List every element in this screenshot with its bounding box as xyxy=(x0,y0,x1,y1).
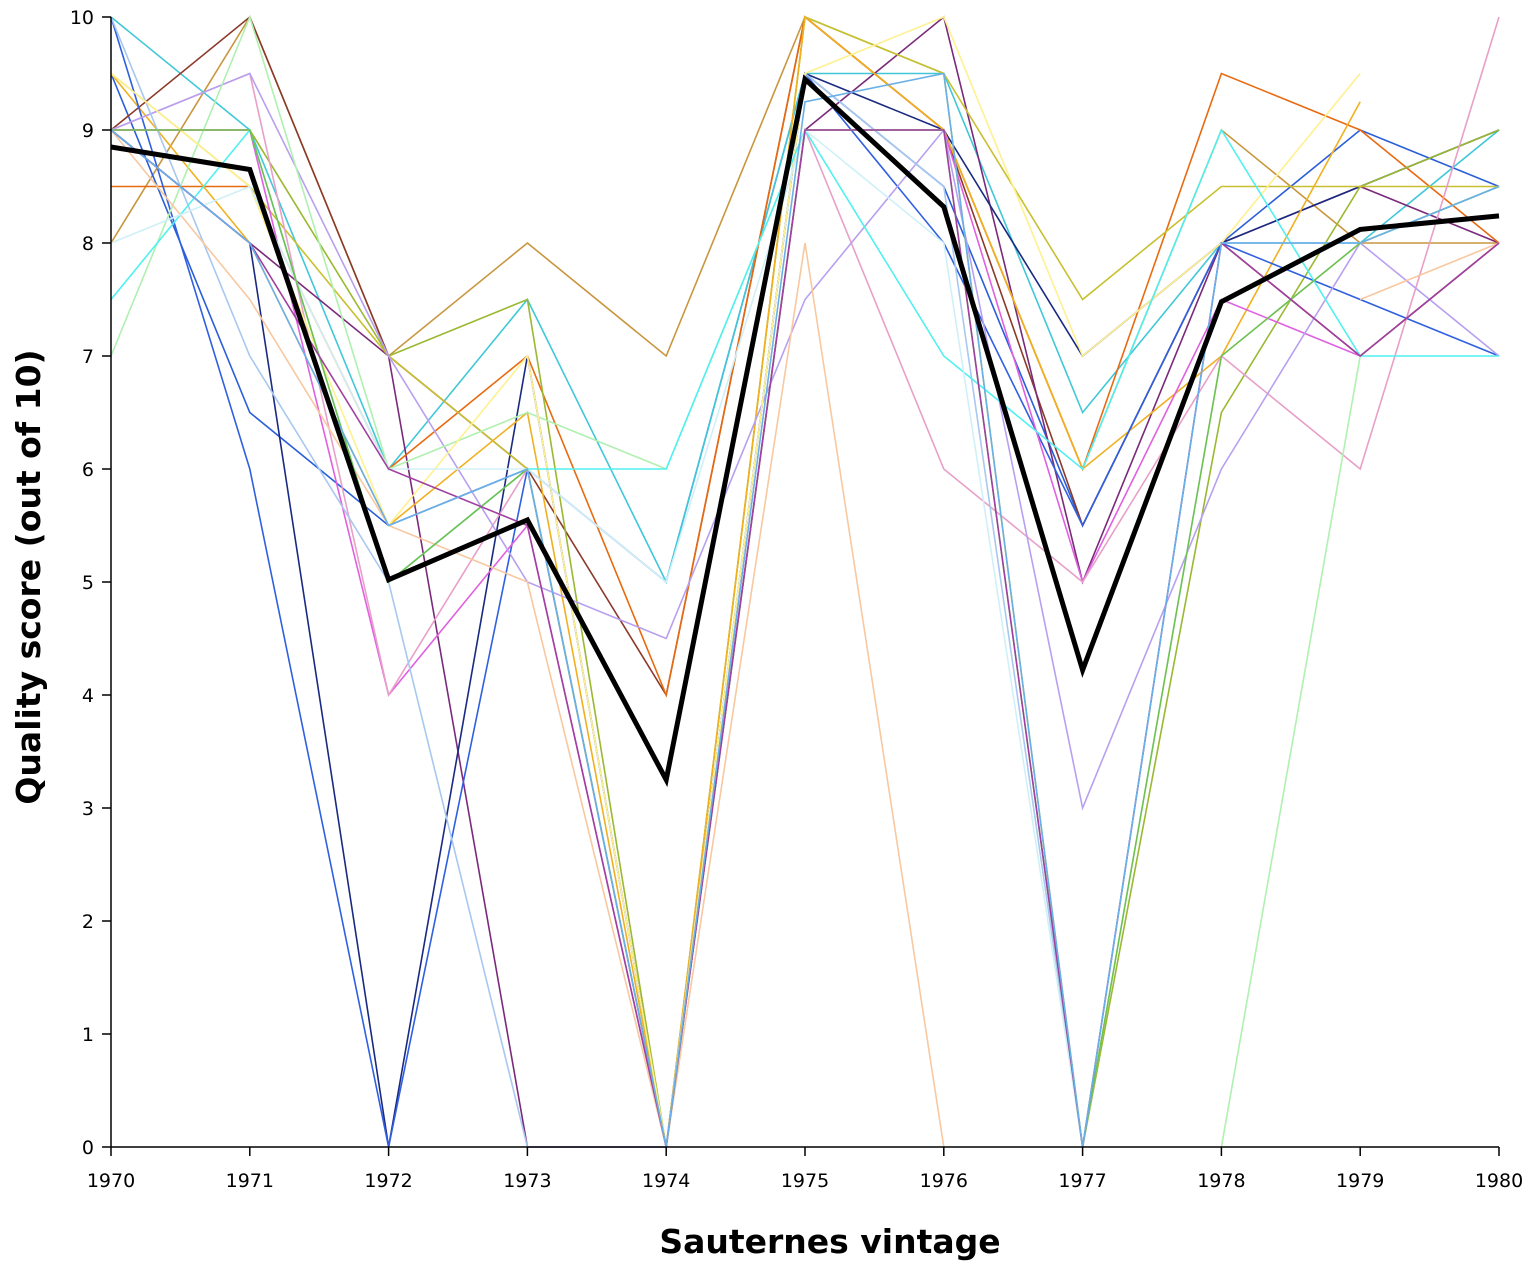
y-tick-label: 2 xyxy=(82,911,94,933)
y-axis-ticks: 0 1 2 3 4 5 6 7 8 9 10 xyxy=(70,7,111,1159)
y-tick-label: 5 xyxy=(82,572,94,594)
series-line-6 xyxy=(110,72,1500,1148)
series-line-20 xyxy=(110,128,1500,1148)
x-tick-label: 1980 xyxy=(1475,1170,1523,1192)
x-tick-label: 1975 xyxy=(781,1170,829,1192)
x-tick-label: 1972 xyxy=(364,1170,412,1192)
x-tick-label: 1979 xyxy=(1336,1170,1384,1192)
y-tick-label: 0 xyxy=(82,1137,94,1159)
x-tick-label: 1971 xyxy=(226,1170,274,1192)
x-tick-label: 1976 xyxy=(920,1170,968,1192)
x-tick-label: 1974 xyxy=(642,1170,690,1192)
series-line-22 xyxy=(110,129,1500,1148)
average-layer xyxy=(110,74,1500,788)
y-tick-label: 3 xyxy=(82,798,94,820)
x-tick-label: 1973 xyxy=(503,1170,551,1192)
y-tick-label: 8 xyxy=(82,233,94,255)
x-tick-label: 1970 xyxy=(87,1170,135,1192)
y-tick-label: 10 xyxy=(70,7,94,29)
series-line-21 xyxy=(111,129,1500,1148)
y-tick-label: 4 xyxy=(82,685,94,707)
average-series-line xyxy=(110,74,1500,788)
x-tick-label: 1978 xyxy=(1197,1170,1245,1192)
series-line-17 xyxy=(110,129,1500,1148)
y-tick-label: 1 xyxy=(82,1024,94,1046)
x-axis-ticks: 1970 1971 1972 1973 1974 1975 1976 1977 1978 1979… xyxy=(87,1147,1523,1192)
series-line-23 xyxy=(110,72,1500,1148)
series-layer xyxy=(110,14,1500,1148)
series-line-14 xyxy=(110,72,1500,811)
y-axis-title: Quality score (out of 10) xyxy=(9,349,48,804)
y-tick-label: 6 xyxy=(82,459,94,481)
x-axis-title: Sauternes vintage xyxy=(659,1222,1000,1261)
x-tick-label: 1977 xyxy=(1058,1170,1106,1192)
y-tick-label: 9 xyxy=(82,120,94,142)
y-tick-label: 7 xyxy=(82,346,94,368)
